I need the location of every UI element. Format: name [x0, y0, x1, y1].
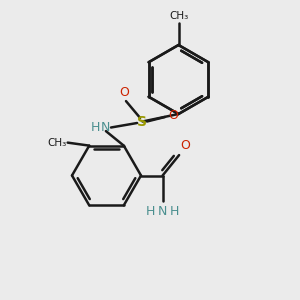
Text: O: O: [181, 139, 190, 152]
Text: CH₃: CH₃: [47, 138, 66, 148]
Text: CH₃: CH₃: [169, 11, 188, 21]
Text: O: O: [169, 109, 178, 122]
Text: H: H: [170, 205, 179, 218]
Text: N: N: [158, 205, 167, 218]
Text: N: N: [101, 121, 111, 134]
Text: H: H: [91, 121, 101, 134]
Text: S: S: [137, 115, 148, 128]
Text: H: H: [146, 205, 155, 218]
Text: O: O: [120, 86, 129, 99]
